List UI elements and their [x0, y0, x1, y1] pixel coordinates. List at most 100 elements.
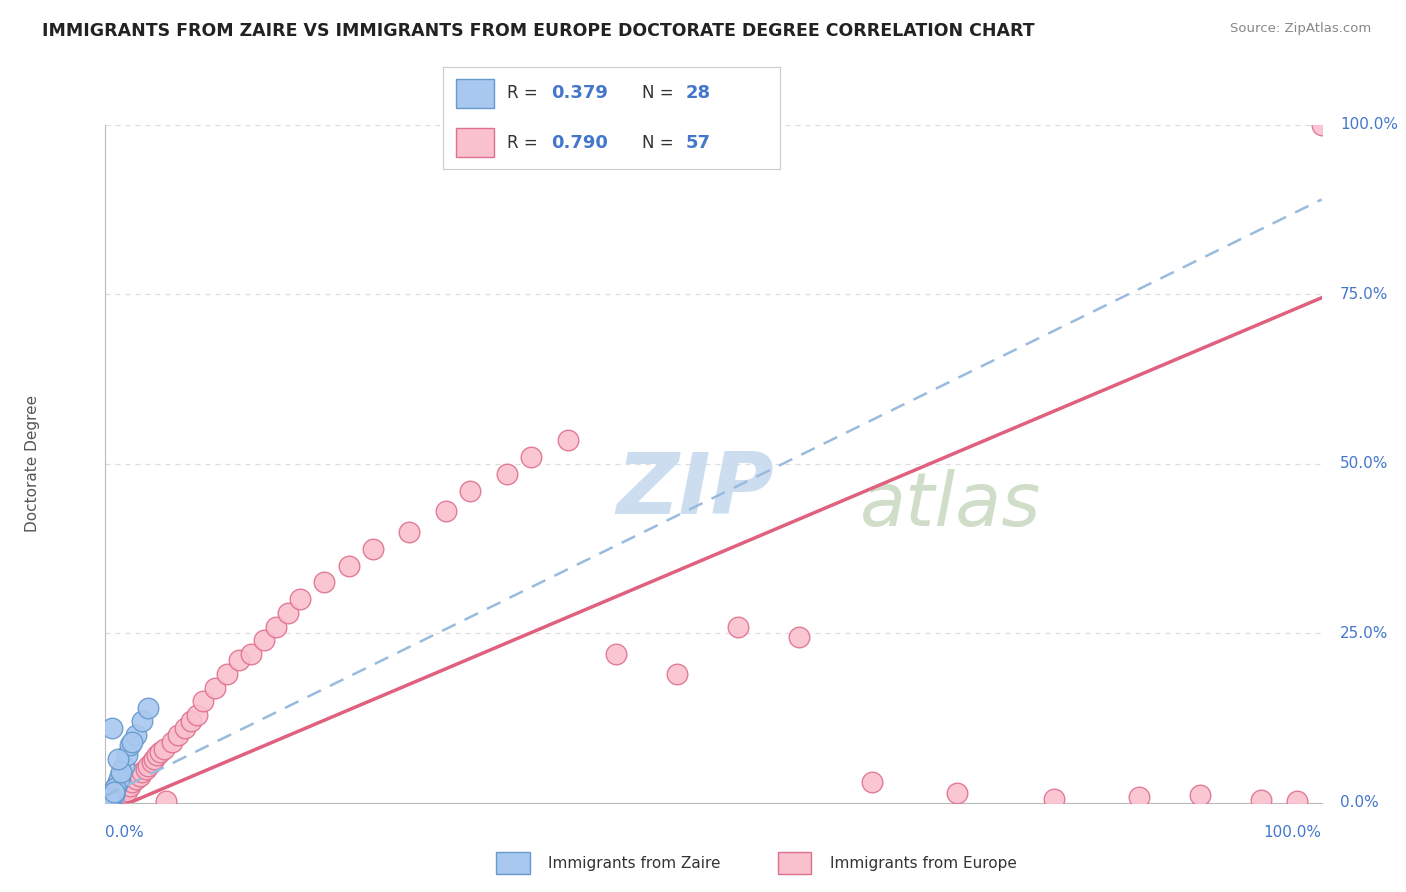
- Point: [180, 714, 202, 729]
- Point: [337, 558, 360, 573]
- Point: [100, 794, 122, 808]
- Point: [110, 786, 132, 800]
- Point: [100, 789, 122, 804]
- Point: [98, 794, 121, 808]
- Point: [117, 748, 139, 763]
- Point: [143, 752, 166, 766]
- Text: R =: R =: [508, 84, 543, 102]
- Point: [103, 792, 125, 806]
- Point: [97, 794, 120, 808]
- Point: [117, 783, 139, 797]
- Text: 0.379: 0.379: [551, 84, 607, 102]
- Point: [141, 755, 163, 769]
- FancyBboxPatch shape: [778, 852, 811, 874]
- Point: [434, 504, 457, 518]
- Point: [98, 791, 121, 805]
- Point: [557, 433, 579, 447]
- Text: 50.0%: 50.0%: [1340, 457, 1388, 471]
- Text: 100.0%: 100.0%: [1340, 118, 1398, 132]
- Point: [314, 575, 336, 590]
- Point: [100, 721, 122, 735]
- Point: [131, 714, 153, 729]
- Point: [108, 769, 131, 783]
- Point: [860, 775, 883, 789]
- Point: [98, 790, 121, 805]
- Text: Immigrants from Europe: Immigrants from Europe: [830, 856, 1017, 871]
- Text: N =: N =: [643, 84, 679, 102]
- Point: [125, 772, 148, 786]
- Point: [173, 721, 195, 735]
- Point: [1128, 790, 1150, 805]
- Point: [1043, 792, 1066, 806]
- Point: [520, 450, 543, 464]
- Point: [288, 592, 311, 607]
- Point: [153, 741, 176, 756]
- Point: [277, 606, 299, 620]
- Text: N =: N =: [643, 135, 679, 153]
- Point: [135, 762, 157, 776]
- Point: [727, 619, 749, 633]
- Text: 0.0%: 0.0%: [105, 825, 145, 840]
- Text: IMMIGRANTS FROM ZAIRE VS IMMIGRANTS FROM EUROPE DOCTORATE DEGREE CORRELATION CHA: IMMIGRANTS FROM ZAIRE VS IMMIGRANTS FROM…: [42, 22, 1035, 40]
- FancyBboxPatch shape: [457, 79, 494, 108]
- Point: [136, 758, 159, 772]
- Point: [1310, 118, 1333, 132]
- Text: Doctorate Degree: Doctorate Degree: [25, 395, 39, 533]
- Point: [118, 779, 141, 793]
- Point: [98, 793, 121, 807]
- Point: [1286, 794, 1309, 808]
- Point: [118, 738, 141, 752]
- Text: 28: 28: [686, 84, 711, 102]
- Point: [155, 794, 177, 808]
- Point: [121, 735, 143, 749]
- Point: [103, 788, 125, 802]
- Point: [108, 772, 131, 786]
- Point: [495, 467, 517, 481]
- FancyBboxPatch shape: [496, 852, 530, 874]
- Point: [136, 701, 159, 715]
- Point: [167, 728, 190, 742]
- Point: [131, 765, 153, 780]
- Point: [98, 792, 121, 806]
- Point: [128, 769, 150, 783]
- Text: 0.790: 0.790: [551, 135, 607, 153]
- Point: [104, 780, 127, 795]
- Text: 100.0%: 100.0%: [1264, 825, 1322, 840]
- Point: [107, 790, 129, 805]
- FancyBboxPatch shape: [457, 128, 494, 157]
- Point: [264, 619, 287, 633]
- Point: [101, 786, 124, 800]
- Point: [361, 541, 384, 556]
- Text: 0.0%: 0.0%: [1340, 796, 1379, 810]
- Text: 75.0%: 75.0%: [1340, 287, 1388, 301]
- Point: [100, 789, 122, 803]
- Point: [945, 786, 967, 800]
- Point: [458, 483, 481, 498]
- Point: [162, 735, 184, 749]
- Point: [107, 775, 129, 789]
- Point: [217, 667, 239, 681]
- Point: [103, 785, 125, 799]
- Point: [204, 681, 226, 695]
- Point: [125, 728, 148, 742]
- Point: [104, 782, 127, 797]
- Point: [105, 779, 128, 793]
- Point: [107, 752, 129, 766]
- Point: [112, 758, 135, 772]
- Point: [228, 653, 250, 667]
- Point: [112, 782, 135, 797]
- Point: [149, 745, 172, 759]
- Point: [104, 793, 127, 807]
- Point: [398, 524, 420, 539]
- Text: atlas: atlas: [859, 468, 1040, 541]
- Point: [252, 633, 274, 648]
- Point: [121, 775, 143, 789]
- Text: 25.0%: 25.0%: [1340, 626, 1388, 640]
- Point: [666, 667, 689, 681]
- Point: [191, 694, 214, 708]
- Point: [108, 789, 131, 803]
- Point: [787, 630, 810, 644]
- Text: ZIP: ZIP: [616, 450, 773, 533]
- Point: [240, 647, 263, 661]
- Point: [186, 707, 208, 722]
